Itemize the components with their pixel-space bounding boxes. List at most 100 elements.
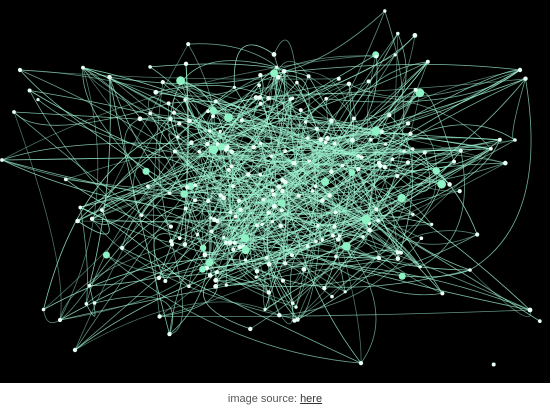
graph-node [36,98,40,102]
graph-node [186,42,191,47]
graph-node [238,207,243,212]
graph-edge [194,184,283,235]
graph-node [523,76,528,81]
graph-edge [273,131,382,207]
graph-node [290,253,294,258]
graph-edge [231,151,317,242]
graph-node [369,138,373,142]
graph-edge [294,92,421,322]
graph-node [170,242,174,247]
graph-node [172,110,176,115]
graph-node [378,163,383,169]
graph-edge [192,199,270,293]
graph-edge [323,118,355,289]
graph-node [139,213,144,218]
graph-edge [199,151,240,243]
graph-edge [244,237,531,311]
graph-edge [332,83,358,236]
graph-edge [197,86,235,145]
graph-node [168,116,173,121]
graph-node [225,144,230,150]
graph-edge [191,132,273,191]
graph-edge [215,234,478,288]
graph-node [281,69,287,74]
graph-edge [285,98,310,162]
graph-edge [278,35,416,187]
graph-node [301,267,307,272]
graph-node [491,362,496,367]
graph-edge [168,103,218,222]
graph-node [379,129,384,134]
graph-node [425,59,430,64]
graph-edge [209,118,413,150]
graph-node [148,111,153,116]
graph-edge [169,241,183,335]
graph-node [153,89,159,95]
graph-node [156,275,162,281]
graph-node [310,189,315,193]
graph-node [120,245,125,251]
graph-edge [273,61,429,195]
graph-edge [164,219,230,244]
graph-edge [202,89,416,270]
graph-edge [353,155,402,254]
graph-edge [375,126,437,171]
source-link[interactable]: here [300,393,323,405]
graph-node [359,155,364,160]
graph-node [231,184,235,189]
graph-node [410,147,415,151]
graph-node [430,222,434,226]
graph-edge [234,148,492,244]
graph-node [208,129,212,133]
graph-node [258,73,263,78]
graph-node [213,284,219,289]
graph-node [395,256,401,261]
graph-node [351,116,356,121]
graph-edge [335,139,382,213]
graph-edge [260,92,421,127]
graph-node [366,79,371,84]
graph-node [346,81,352,87]
graph-edge [281,69,521,204]
graph-node [102,251,110,259]
graph-edge [172,98,190,138]
graph-node [258,172,263,177]
graph-edge [1,159,335,227]
graph-node [290,96,295,101]
graph-node [314,126,319,131]
graph-node [278,223,284,229]
graph-node [276,184,282,189]
graph-edge [74,142,192,351]
graph-node [180,190,188,198]
graph-edge [245,235,268,272]
graph-node [271,203,277,209]
graph-node [146,184,150,189]
graph-node [57,317,63,323]
graph-node [305,244,310,249]
graph-node [361,235,365,239]
graph-node [221,195,226,201]
graph-node [295,80,299,85]
graph-edge [184,63,188,245]
graph-edge [380,157,450,185]
graph-node [266,96,271,101]
graph-edge [80,207,185,245]
graph-edge [74,185,192,351]
graph-node [233,214,238,219]
graph-edge [272,221,443,296]
graph-node [280,178,286,183]
graph-edge [211,81,369,232]
graph-node [306,74,311,79]
graph-edge [19,69,196,201]
graph-node [271,52,277,57]
graph-node [72,347,78,353]
graph-node [89,216,95,221]
graph-node [226,167,231,172]
graph-node [376,218,381,223]
graph-edge [215,78,526,281]
graph-edge [268,257,379,268]
graph-node [176,135,180,139]
graph-edge [43,285,90,324]
graph-node [333,210,338,215]
graph-edge [19,69,293,256]
